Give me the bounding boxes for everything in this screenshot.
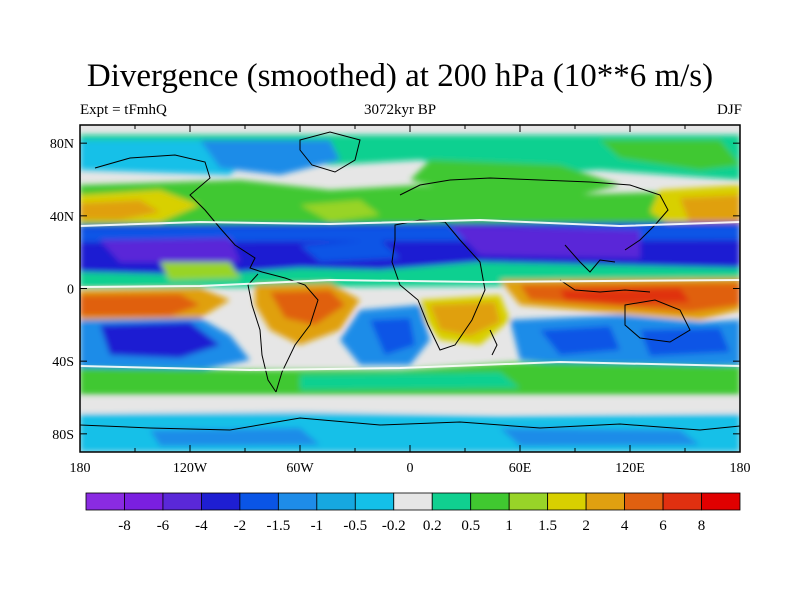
colorbar-swatch: [701, 492, 741, 511]
colorbar-label: 6: [659, 518, 667, 534]
x-tick-label: 0: [407, 461, 414, 476]
colorbar-label: 1: [505, 518, 513, 534]
colorbar-swatch: [624, 492, 664, 511]
colorbar-label: 0.2: [423, 518, 442, 534]
colorbar-swatch: [547, 492, 587, 511]
x-tick-label: 180: [70, 461, 91, 476]
coastlines: [80, 131, 740, 431]
zero-contour: [80, 218, 740, 372]
y-tick-label: 40N: [50, 210, 74, 225]
colorbar-label: -1: [311, 518, 324, 534]
colorbar-swatch: [470, 492, 510, 511]
colorbar-label: 2: [582, 518, 590, 534]
x-axis: 180 120W 60W 0 60E 120E 180: [70, 125, 751, 476]
colorbar-label: -0.5: [343, 518, 367, 534]
x-tick-label: 180: [730, 461, 751, 476]
colorbar-swatch: [201, 492, 241, 511]
experiment-label: Expt = tFmhQ: [80, 102, 167, 118]
y-tick-label: 80N: [50, 137, 74, 152]
colorbar-swatch: [124, 492, 164, 511]
y-axis: 80N 40N 0 40S 80S: [50, 137, 740, 443]
y-tick-label: 0: [67, 283, 74, 298]
time-label: 3072kyr BP: [363, 102, 437, 118]
colorbar-label: -6: [157, 518, 170, 534]
colorbar-swatch: [508, 492, 549, 511]
colorbar-swatch: [239, 492, 279, 511]
colorbar-swatch: [431, 492, 472, 511]
contour-field: [80, 125, 740, 452]
colorbar-swatch: [585, 492, 625, 511]
colorbar-swatch: [162, 492, 202, 511]
colorbar-label: 0.5: [461, 518, 480, 534]
colorbar-swatch: [662, 492, 702, 511]
y-tick-label: 80S: [52, 428, 74, 443]
colorbar-label: -4: [195, 518, 208, 534]
colorbar-label: -8: [118, 518, 131, 534]
colorbar-swatch: [316, 492, 356, 511]
colorbar-swatch: [277, 492, 318, 511]
colorbar-label: -1.5: [266, 518, 290, 534]
colorbar-swatch: [85, 492, 125, 511]
x-tick-label: 60E: [509, 461, 532, 476]
y-tick-label: 40S: [52, 355, 74, 370]
x-tick-label: 120W: [173, 461, 208, 476]
colorbar-label: 4: [621, 518, 629, 534]
colorbar-swatch: [354, 492, 395, 511]
x-tick-label: 120E: [615, 461, 645, 476]
colorbar-label: 1.5: [538, 518, 557, 534]
colorbar-label: -2: [234, 518, 247, 534]
colorbar-label: 8: [698, 518, 706, 534]
x-tick-label: 60W: [286, 461, 314, 476]
colorbar-label: -0.2: [382, 518, 406, 534]
colorbar: -8 -6 -4 -2 -1.5 -1 -0.5 -0.2 0.2 0.5 1 1.5 2 4 6 8: [85, 492, 741, 534]
plot-title: Divergence (smoothed) at 200 hPa (10**6 …: [86, 58, 714, 94]
season-label: DJF: [716, 102, 742, 118]
colorbar-swatch: [393, 492, 433, 511]
